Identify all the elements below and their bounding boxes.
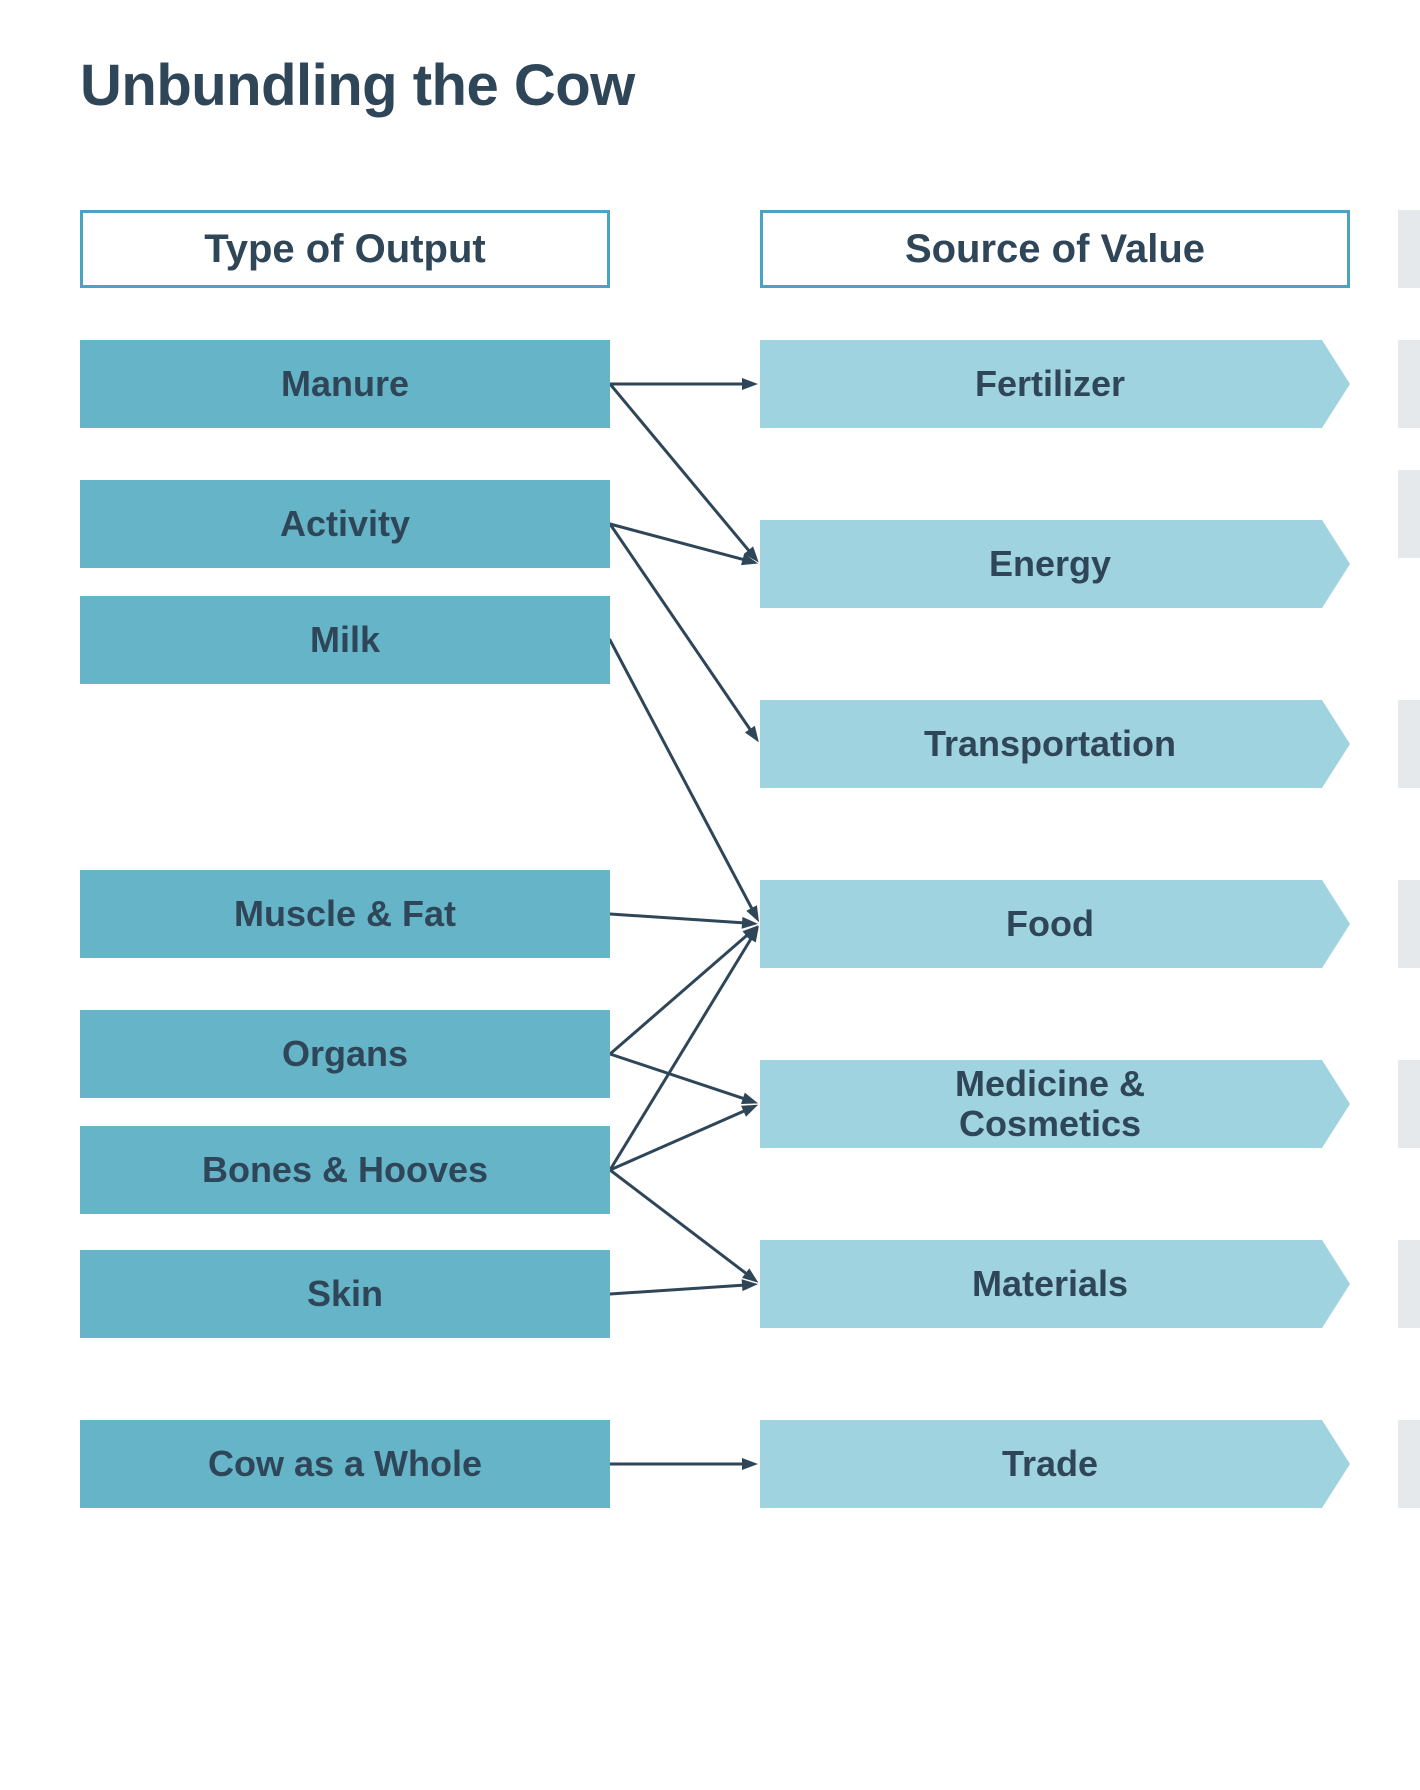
output-bones: Bones & Hooves — [80, 1126, 610, 1214]
value-label: Energy — [989, 544, 1111, 584]
output-label: Organs — [282, 1033, 408, 1075]
output-muscle: Muscle & Fat — [80, 870, 610, 958]
side-stub — [1398, 1420, 1420, 1508]
side-stub — [1398, 1060, 1420, 1148]
value-fertilizer: Fertilizer — [760, 340, 1350, 428]
output-manure: Manure — [80, 340, 610, 428]
diagram-page: Unbundling the Cow Type of Output Source… — [0, 0, 1420, 1790]
output-label: Muscle & Fat — [234, 893, 456, 935]
output-whole: Cow as a Whole — [80, 1420, 610, 1508]
side-stub — [1398, 340, 1420, 428]
output-label: Skin — [307, 1273, 383, 1315]
side-stub — [1398, 210, 1420, 288]
value-energy: Energy — [760, 520, 1350, 608]
value-label: Food — [1006, 904, 1094, 944]
output-milk: Milk — [80, 596, 610, 684]
value-trade: Trade — [760, 1420, 1350, 1508]
value-materials: Materials — [760, 1240, 1350, 1328]
side-stub — [1398, 1240, 1420, 1328]
output-label: Milk — [310, 619, 380, 661]
output-organs: Organs — [80, 1010, 610, 1098]
value-transportation: Transportation — [760, 700, 1350, 788]
column-header-output: Type of Output — [80, 210, 610, 288]
value-label: Materials — [972, 1264, 1128, 1304]
output-label: Bones & Hooves — [202, 1149, 488, 1191]
side-stub — [1398, 470, 1420, 558]
page-title: Unbundling the Cow — [80, 52, 635, 119]
value-medicine: Medicine &Cosmetics — [760, 1060, 1350, 1148]
output-skin: Skin — [80, 1250, 610, 1338]
output-label: Manure — [281, 363, 409, 405]
value-food: Food — [760, 880, 1350, 968]
value-label: Fertilizer — [975, 364, 1125, 404]
value-label: Trade — [1002, 1444, 1098, 1484]
value-label: Medicine &Cosmetics — [955, 1064, 1145, 1143]
value-label: Transportation — [924, 724, 1176, 764]
column-header-value: Source of Value — [760, 210, 1350, 288]
output-label: Cow as a Whole — [208, 1443, 482, 1485]
side-stub — [1398, 880, 1420, 968]
side-stub — [1398, 700, 1420, 788]
output-label: Activity — [280, 503, 410, 545]
output-activity: Activity — [80, 480, 610, 568]
